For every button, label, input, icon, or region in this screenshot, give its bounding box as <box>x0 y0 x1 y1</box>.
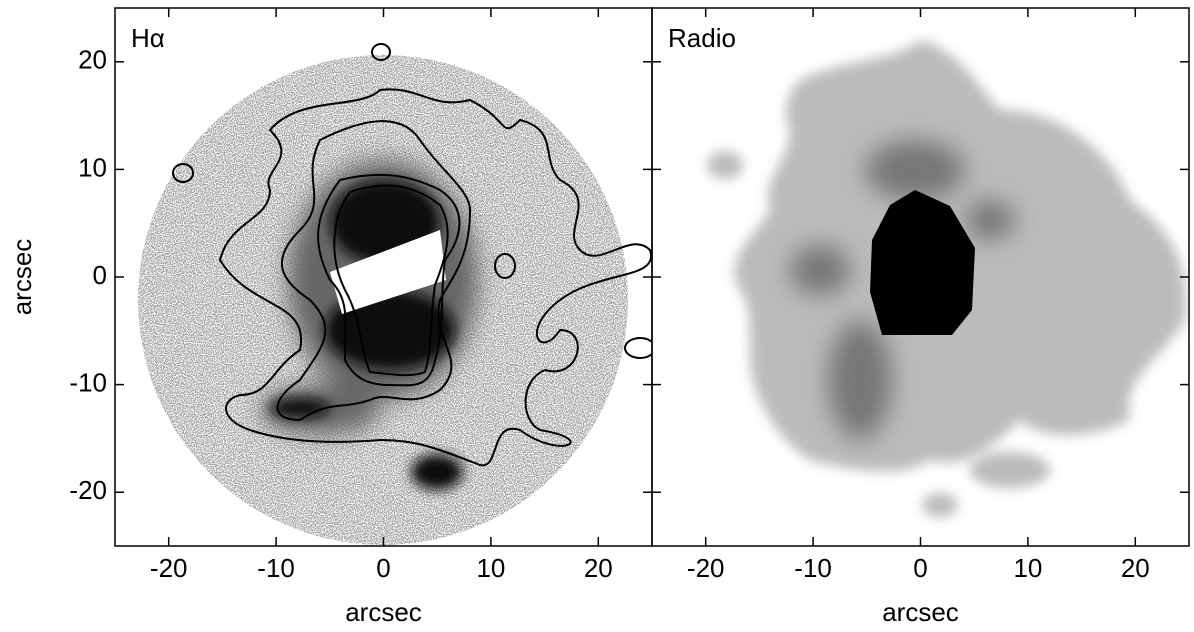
y-tick-label: 0 <box>93 260 107 290</box>
y-tick-label: -20 <box>69 475 107 505</box>
x-tick-label: 0 <box>376 553 390 583</box>
x-tick-label: -20 <box>150 553 188 583</box>
panel-title: Hα <box>131 23 165 53</box>
x-tick-label: -10 <box>257 553 295 583</box>
x-tick-label: 10 <box>476 553 505 583</box>
y-tick-label: 10 <box>78 152 107 182</box>
panel-title: Radio <box>668 23 736 53</box>
x-axis-label: arcsec <box>882 597 959 627</box>
y-axis-label: arcsec <box>7 239 37 316</box>
y-tick-label: 20 <box>78 45 107 75</box>
x-tick-label: 20 <box>1121 553 1150 583</box>
x-tick-label: -10 <box>794 553 832 583</box>
x-axis-label: arcsec <box>345 597 422 627</box>
radio-image <box>652 8 1189 546</box>
x-tick-label: 10 <box>1013 553 1042 583</box>
halpha-image <box>115 8 652 546</box>
x-tick-label: 0 <box>913 553 927 583</box>
y-tick-label: -10 <box>69 367 107 397</box>
x-tick-label: -20 <box>687 553 725 583</box>
x-tick-label: 20 <box>584 553 613 583</box>
